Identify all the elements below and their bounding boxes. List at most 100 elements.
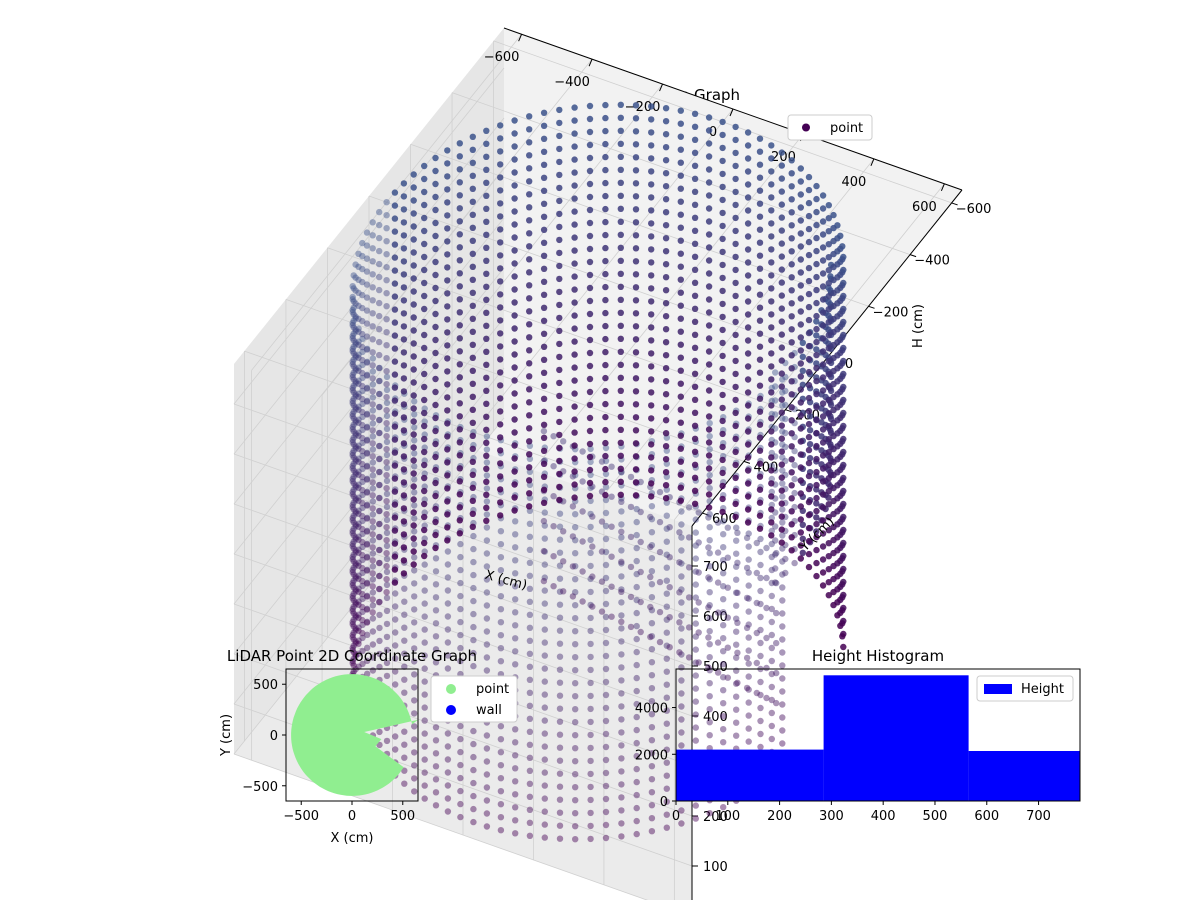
point-marker — [617, 101, 624, 109]
point-marker — [732, 474, 739, 482]
point-marker — [602, 465, 609, 473]
point-marker — [602, 730, 610, 738]
point-marker — [706, 615, 713, 622]
point-marker — [618, 703, 625, 710]
point-marker — [350, 337, 357, 344]
point-marker — [511, 468, 518, 475]
point-marker — [656, 638, 664, 646]
point-marker — [763, 574, 770, 582]
point-marker — [719, 339, 726, 347]
point-marker — [410, 197, 417, 204]
point-marker — [456, 335, 463, 342]
point-marker — [540, 187, 548, 194]
point-marker — [685, 594, 693, 601]
point-marker — [376, 325, 383, 333]
point-marker — [819, 270, 827, 277]
point-marker — [778, 227, 785, 234]
point-marker — [359, 413, 366, 421]
point-marker — [768, 540, 775, 548]
point-marker — [587, 679, 594, 687]
point-marker — [540, 473, 548, 480]
point-marker — [410, 483, 417, 490]
point-marker — [706, 628, 713, 635]
x-tick-label: −400 — [554, 75, 590, 90]
point-marker — [705, 544, 712, 551]
point-marker — [691, 435, 699, 442]
point-marker — [556, 249, 563, 257]
point-marker — [745, 569, 752, 576]
point-marker — [350, 506, 357, 513]
point-marker — [359, 348, 366, 356]
point-marker — [421, 600, 428, 607]
point-marker — [359, 408, 366, 416]
point-marker — [778, 318, 785, 325]
point-marker — [813, 390, 820, 398]
point-marker — [421, 175, 428, 183]
chart-2d-legend: point wall — [430, 675, 518, 723]
point-marker — [617, 309, 624, 316]
point-marker — [617, 192, 624, 199]
point-marker — [656, 608, 664, 616]
point-marker — [421, 474, 428, 482]
point-marker — [355, 481, 362, 488]
point-marker — [663, 694, 670, 701]
point-marker — [376, 273, 383, 281]
point-marker — [391, 319, 399, 326]
point-marker — [744, 467, 752, 474]
chart-2d-title: LiDAR Point 2D Coordinate Graph — [227, 647, 477, 665]
point-marker — [589, 603, 596, 610]
point-marker — [745, 686, 752, 693]
point-marker — [617, 361, 624, 368]
point-marker — [813, 468, 820, 476]
point-marker — [526, 689, 534, 696]
x-tick — [870, 158, 875, 167]
point-marker — [359, 473, 366, 481]
point-marker — [744, 389, 752, 396]
point-marker — [411, 424, 418, 431]
point-marker — [819, 543, 827, 550]
point-marker — [799, 535, 806, 542]
point-marker — [732, 422, 739, 430]
point-marker — [579, 568, 586, 575]
point-marker — [633, 570, 640, 578]
point-marker — [556, 523, 564, 530]
point-marker — [768, 220, 775, 227]
point-marker — [705, 283, 713, 290]
point-marker — [359, 577, 366, 585]
point-marker — [663, 720, 670, 727]
point-marker — [352, 432, 359, 439]
point-marker — [705, 309, 713, 316]
point-marker — [359, 556, 366, 564]
point-marker — [685, 534, 693, 541]
point-marker — [768, 272, 775, 279]
point-marker — [355, 406, 362, 413]
point-marker — [734, 589, 741, 596]
point-marker — [352, 417, 359, 424]
point-marker — [483, 478, 490, 485]
point-marker — [540, 408, 548, 415]
point-marker — [540, 291, 548, 298]
point-marker — [617, 348, 624, 355]
point-marker — [648, 581, 656, 588]
point-marker — [400, 232, 408, 239]
point-marker — [602, 127, 609, 135]
point-marker — [410, 340, 417, 347]
point-marker — [627, 593, 635, 601]
point-marker — [470, 584, 477, 592]
point-marker — [541, 548, 548, 555]
point-marker — [714, 609, 722, 616]
point-marker — [349, 556, 356, 563]
point-marker — [719, 404, 726, 412]
point-marker — [768, 493, 775, 500]
point-marker — [756, 213, 764, 220]
point-marker — [383, 225, 390, 232]
point-marker — [432, 531, 439, 539]
point-marker — [359, 543, 366, 551]
point-marker — [825, 494, 832, 501]
point-marker — [732, 318, 739, 326]
point-marker — [719, 274, 726, 282]
point-marker — [369, 485, 377, 492]
point-marker — [819, 322, 827, 329]
point-marker — [352, 560, 359, 567]
